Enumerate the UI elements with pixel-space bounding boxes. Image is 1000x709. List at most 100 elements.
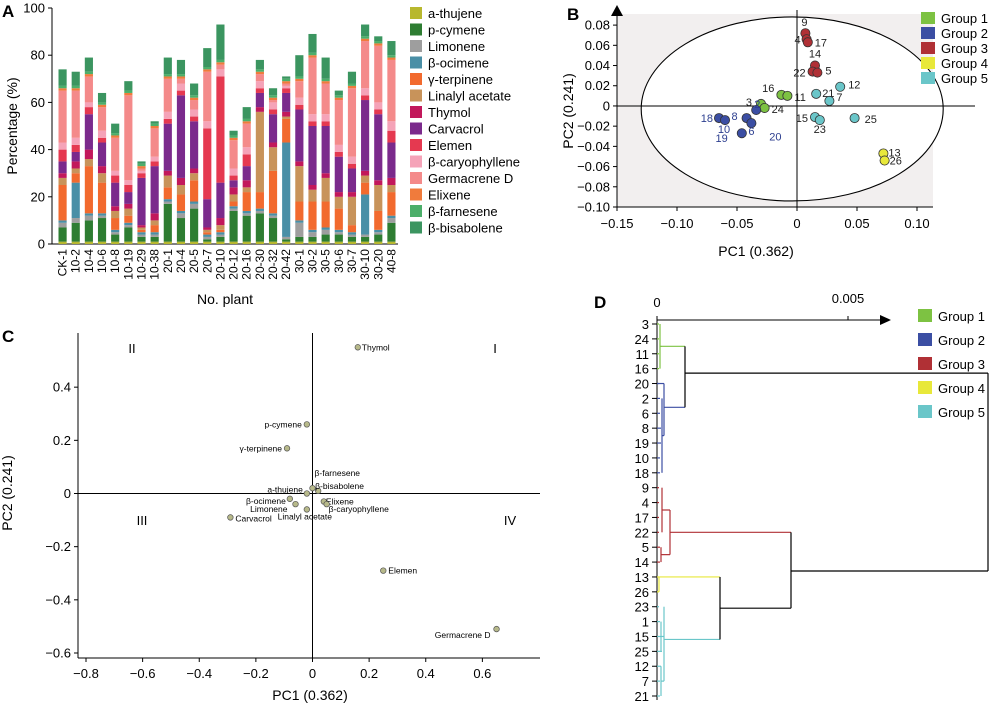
score-point [811, 88, 822, 99]
legend-label: Group 4 [938, 381, 985, 396]
bar-segment [58, 220, 67, 223]
legend-swatch [410, 73, 422, 85]
score-point [824, 95, 835, 106]
bar-segment [361, 236, 370, 242]
bar-segment [387, 177, 396, 185]
y-tick-label: 40 [31, 142, 45, 157]
panel-letter-b: B [567, 5, 579, 24]
y-tick-label: −0.06 [577, 159, 610, 174]
bar-segment [163, 201, 172, 204]
score-point [751, 104, 762, 115]
bar-segment [387, 55, 396, 58]
bar-segment [97, 182, 107, 214]
bar-segment [282, 83, 291, 86]
bar-segment [242, 166, 251, 181]
point-label: 5 [825, 66, 831, 78]
bar-segment [124, 90, 133, 93]
bar-segment [308, 57, 317, 115]
bar-segment [203, 236, 212, 240]
bar-segment [97, 215, 107, 219]
bar-segment [203, 241, 212, 244]
y-tick-label: 0 [603, 98, 610, 113]
panel-letter-c: C [2, 327, 14, 346]
loading-label: Thymol [362, 342, 390, 352]
bar-segment [71, 241, 80, 244]
bar-segment [150, 241, 159, 244]
bar-segment [361, 241, 370, 244]
bar-segment [321, 121, 330, 126]
bar-segment [282, 111, 291, 117]
x-tick-label: 40-8 [384, 249, 398, 273]
bar-segment [229, 137, 238, 141]
bar-segment [308, 229, 317, 233]
bar-segment [111, 218, 120, 230]
x-axis-title: No. plant [197, 291, 253, 307]
bar-segment [374, 114, 383, 181]
legend-label: Group 2 [941, 26, 988, 41]
bar-segment [268, 97, 278, 101]
bar-segment [255, 81, 264, 89]
x-tick-label: 10-6 [95, 249, 109, 273]
bar-segment [347, 241, 357, 244]
bar-segment [84, 71, 93, 75]
panel-b-pca-score-plot: −0.15 −0.10 −0.05 0 0.05 0.10−0.10−0.08−0.06−… [560, 5, 988, 259]
bar-segment [347, 192, 357, 197]
bar-segment [374, 102, 383, 110]
bar-segment [374, 45, 383, 103]
bar-segment [176, 74, 186, 77]
y-tick-label: 0.4 [53, 380, 71, 395]
bar-segment [84, 215, 93, 221]
bar-segment [282, 88, 291, 93]
bar-segment [347, 71, 357, 84]
leaf-label: 2 [642, 391, 649, 406]
bar-segment [268, 170, 278, 214]
bar-segment [374, 241, 383, 244]
bar-segment [361, 170, 370, 176]
bar-segment [190, 173, 199, 181]
bar-segment [282, 92, 291, 112]
bar-segment [282, 236, 291, 240]
leaf-label: 9 [642, 481, 649, 496]
bar-segment [124, 81, 133, 91]
legend-swatch [921, 72, 935, 84]
bar-segment [387, 215, 396, 219]
bar-segment [150, 128, 159, 157]
bar-segment [71, 144, 80, 152]
bar-segment [334, 232, 343, 235]
y-tick-label: −0.2 [45, 539, 71, 554]
x-tick-label: −0.2 [243, 666, 269, 681]
bar-segment [268, 109, 278, 115]
score-point [720, 115, 731, 126]
bar-segment [137, 232, 146, 235]
legend-label: γ-terpinene [428, 72, 493, 87]
legend-label: β-ocimene [428, 56, 489, 71]
y-tick-label: 100 [23, 1, 45, 16]
y-tick-label: 0.04 [585, 58, 610, 73]
leaf-label: 18 [635, 466, 649, 481]
bar-segment [124, 215, 133, 223]
bar-segment [111, 234, 120, 242]
loading-point [380, 567, 387, 574]
x-tick-label: 30-6 [332, 249, 346, 273]
bar-segment [255, 71, 264, 75]
bar-segment [190, 241, 199, 244]
bar-segment [229, 130, 238, 136]
score-point [802, 37, 813, 48]
bar-segment [282, 142, 291, 237]
bar-segment [216, 24, 225, 60]
bar-segment [295, 201, 304, 221]
x-tick-label: 20-30 [253, 249, 267, 280]
bar-segment [124, 227, 133, 242]
bar-segment [216, 69, 225, 77]
score-point [849, 113, 860, 124]
x-tick-label: 0.4 [417, 666, 435, 681]
bar-segment [58, 149, 67, 162]
x-tick-label: 0 [309, 666, 316, 681]
quadrant-label: IV [504, 513, 517, 528]
bar-segment [282, 118, 291, 143]
bar-segment [71, 151, 80, 162]
bar-segment [387, 59, 396, 122]
leaf-label: 3 [642, 317, 649, 332]
bar-segment [137, 234, 146, 237]
bar-segment [203, 234, 212, 237]
